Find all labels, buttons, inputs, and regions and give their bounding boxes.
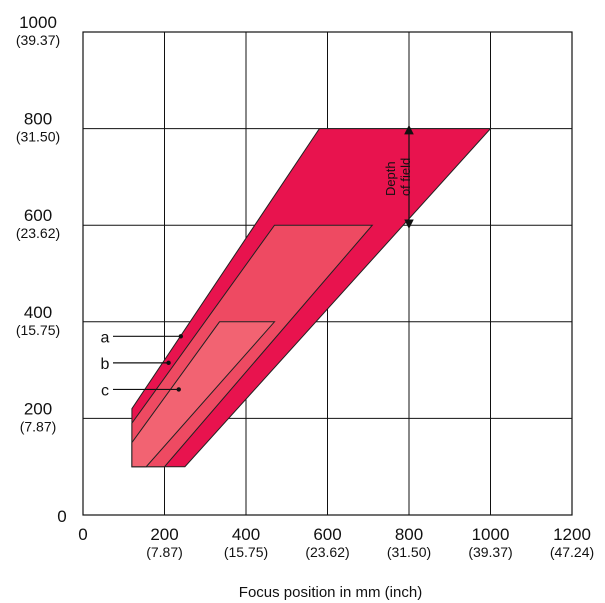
x-tick-label-0: 0 — [78, 525, 87, 544]
y-tick-sublabel-4: (31.50) — [16, 129, 60, 145]
pointer-dot-b — [166, 360, 171, 366]
pointer-dot-c — [176, 387, 181, 392]
pointer-label-b: b — [101, 356, 110, 373]
y-tick-sublabel-3: (23.62) — [16, 225, 60, 241]
depth-of-field-label: Depth of field — [383, 158, 413, 196]
x-tick-label-3: 600 — [313, 525, 341, 544]
x-tick-sublabel-4: (31.50) — [387, 544, 431, 560]
x-axis-ticks: 0 200(7.87) 400(15.75) 600(23.62) 800(31.50)… — [78, 525, 594, 560]
y-axis-ticks: 0 200(7.87) 400(15.75) 600(23.62) 800(31.50)… — [16, 13, 67, 526]
y-tick-label-3: 600 — [24, 206, 52, 225]
plot-frame — [82, 31, 573, 516]
x-tick-sublabel-5: (39.37) — [468, 544, 512, 560]
y-tick-sublabel-1: (7.87) — [20, 418, 57, 434]
series-pointers: abc — [101, 329, 183, 399]
y-tick-label-5: 1000 — [19, 13, 57, 32]
area-c — [131, 321, 276, 468]
depth-of-field-line-2: of field — [398, 158, 413, 196]
x-tick-sublabel-2: (15.75) — [224, 544, 268, 560]
y-tick-label-2: 400 — [24, 303, 52, 322]
x-tick-label-4: 800 — [395, 525, 423, 544]
x-tick-sublabel-3: (23.62) — [305, 544, 349, 560]
x-tick-label-6: 1200 — [553, 525, 591, 544]
depth-of-field-line-1: Depth — [383, 161, 398, 196]
y-tick-sublabel-2: (15.75) — [16, 322, 60, 338]
pointer-label-a: a — [101, 329, 110, 346]
pointer-dot-a — [178, 334, 183, 339]
x-tick-sublabel-1: (7.87) — [146, 544, 183, 560]
depth-areas — [131, 128, 492, 468]
x-tick-sublabel-6: (47.24) — [550, 544, 594, 560]
y-tick-label-0: 0 — [57, 507, 66, 526]
y-tick-sublabel-5: (39.37) — [16, 32, 60, 48]
x-axis-label: Focus position in mm (inch) — [239, 584, 422, 601]
y-tick-label-4: 800 — [24, 110, 52, 129]
x-tick-label-2: 400 — [232, 525, 260, 544]
x-tick-label-5: 1000 — [472, 525, 510, 544]
y-tick-label-1: 200 — [24, 399, 52, 418]
annotations: Depth of field abc — [101, 124, 414, 399]
pointer-label-c: c — [101, 382, 109, 399]
x-tick-label-1: 200 — [150, 525, 178, 544]
